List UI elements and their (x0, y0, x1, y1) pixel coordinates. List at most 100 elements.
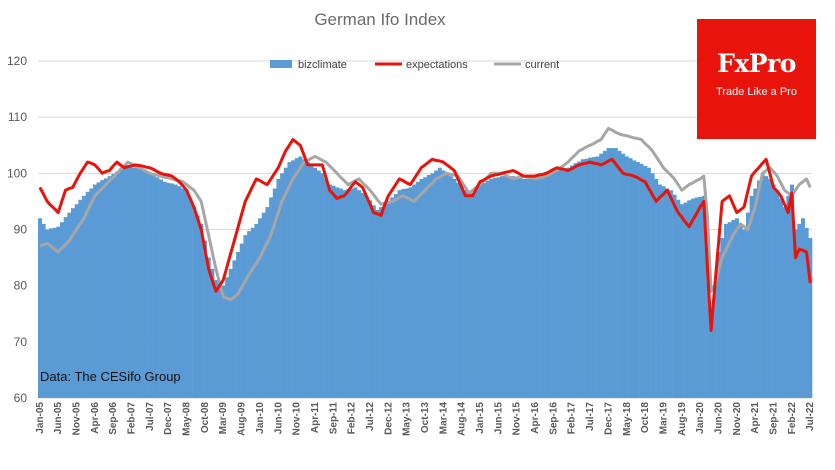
bizclimate-bar (511, 176, 516, 398)
bizclimate-bar (544, 176, 549, 398)
bizclimate-bar (203, 240, 208, 398)
x-tick-label: May-13 (402, 402, 413, 436)
bizclimate-bar (261, 212, 266, 398)
bizclimate-bar (522, 178, 527, 398)
bizclimate-bar (459, 186, 464, 398)
x-tick-label: Mar-14 (438, 402, 449, 435)
x-tick-label: Jan-15 (475, 402, 486, 434)
bizclimate-bar (602, 150, 607, 398)
x-tick-label: Nov-20 (732, 402, 743, 436)
bizclimate-bar (591, 157, 596, 398)
bizclimate-bar (188, 198, 193, 398)
bizclimate-bar (375, 209, 380, 398)
bizclimate-bar (423, 177, 428, 398)
bizclimate-bar (474, 188, 479, 398)
bizclimate-bar (129, 167, 134, 398)
bizclimate-bar (408, 187, 413, 398)
bizclimate-bar (731, 219, 736, 398)
bizclimate-bar (679, 204, 684, 398)
bizclimate-bar (393, 194, 398, 398)
bizclimate-bar (195, 215, 200, 398)
bizclimate-bar (379, 207, 384, 398)
x-tick-label: Oct-18 (640, 402, 651, 434)
bizclimate-bar (606, 148, 611, 398)
x-tick-label: Jun-05 (53, 402, 64, 435)
bizclimate-bar (540, 177, 545, 398)
bizclimate-bar (712, 285, 717, 398)
current-line (39, 126, 812, 302)
bizclimate-bar (448, 176, 453, 398)
x-tick-label: Jan-10 (255, 402, 266, 434)
bizclimate-bar (503, 176, 508, 398)
legend-label-expectations: expectations (406, 59, 468, 71)
bizclimate-bar (122, 167, 127, 398)
bizclimate-bar (756, 180, 761, 398)
bizclimate-bar (580, 159, 585, 398)
bizclimate-bar (694, 197, 699, 398)
bizclimate-bar (478, 184, 483, 398)
bizclimate-bar (749, 195, 754, 398)
expectations-line (38, 138, 812, 333)
bizclimate-bar (181, 188, 186, 398)
bizclimate-bar (397, 190, 402, 398)
bizclimate-bar (419, 178, 424, 398)
bizclimate-bar (177, 186, 182, 398)
bizclimate-bar (342, 190, 347, 398)
bizclimate-bar (371, 205, 376, 398)
bizclimate-bar (67, 212, 72, 398)
bizclimate-bar (162, 181, 167, 398)
bizclimate-bar (529, 178, 534, 398)
bizclimate-bar (716, 251, 721, 398)
bizclimate-bar (514, 177, 519, 398)
x-tick-label: Sep-11 (328, 402, 339, 435)
x-tick-label: Jul-22 (805, 402, 816, 431)
bizclimate-bar (804, 227, 809, 398)
x-tick-label: Feb-22 (787, 402, 798, 435)
bizclimate-bar (137, 168, 142, 398)
bizclimate-bar (250, 227, 255, 398)
bizclimate-bar (239, 243, 244, 398)
bizclimate-bar (456, 182, 461, 398)
bizclimate-bar (767, 178, 772, 398)
bizclimate-bar (573, 163, 578, 398)
bizclimate-bar (657, 184, 662, 398)
bizclimate-bar (166, 182, 171, 398)
x-tick-label: Jul-12 (365, 402, 376, 431)
legend-swatch-bizclimate (270, 60, 292, 68)
bizclimate-bar (38, 218, 42, 398)
bizclimate-bar (192, 207, 197, 398)
bizclimate-bar (745, 212, 750, 398)
bizclimate-bar (349, 188, 354, 398)
x-tick-label: Jun-15 (493, 402, 504, 435)
bizclimate-bar (214, 280, 219, 398)
bizclimate-bar (470, 192, 475, 398)
bizclimate-bar (404, 188, 409, 398)
bizclimate-bar (441, 170, 446, 398)
bizclimate-bar (566, 167, 571, 398)
bizclimate-bar (412, 184, 417, 398)
bizclimate-bar (734, 218, 739, 398)
bizclimate-bar (313, 167, 318, 398)
bizclimate-bar (390, 197, 395, 398)
x-tick-label: Mar-09 (218, 402, 229, 435)
bizclimate-bar (808, 237, 813, 398)
bizclimate-bar (276, 178, 281, 398)
x-tick-label: Dec-07 (163, 402, 174, 435)
bizclimate-bar (269, 197, 274, 398)
bizclimate-bar (357, 190, 362, 398)
bizclimate-bar (118, 169, 123, 398)
bizclimate-bar (159, 179, 164, 398)
bizclimate-bar (96, 182, 101, 398)
bizclimate-bar (170, 183, 175, 398)
bizclimate-bar (265, 207, 270, 398)
bizclimate-bar (555, 170, 560, 398)
bizclimate-bar (753, 188, 758, 398)
legend-label-current: current (525, 59, 559, 71)
bizclimate-bar (294, 158, 299, 398)
bizclimate-bar (690, 198, 695, 398)
x-tick-label: Sep-16 (548, 402, 559, 435)
bizclimate-bar (272, 188, 277, 398)
y-tick-label: 60 (14, 391, 28, 405)
bizclimate-bar (569, 165, 574, 398)
